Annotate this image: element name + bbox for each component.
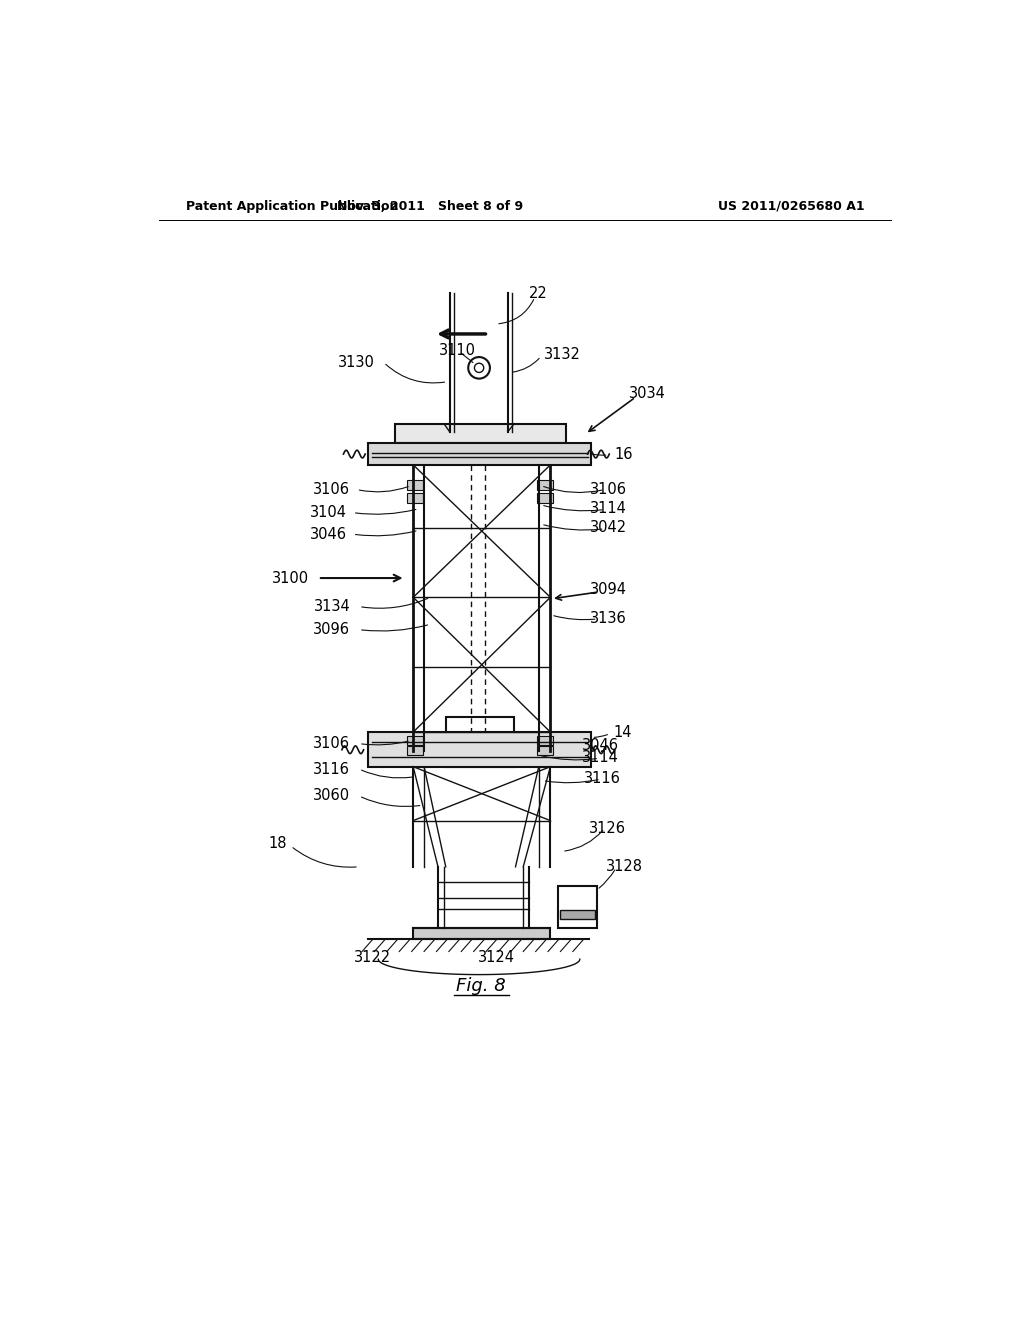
Bar — [558, 886, 597, 928]
Bar — [395, 424, 566, 444]
Text: 3046: 3046 — [583, 738, 620, 752]
Text: 3114: 3114 — [583, 750, 620, 766]
Bar — [369, 444, 592, 465]
Text: 3106: 3106 — [590, 482, 627, 498]
Text: 3124: 3124 — [477, 950, 515, 965]
Text: 16: 16 — [614, 447, 633, 462]
Bar — [445, 717, 514, 767]
Text: 3060: 3060 — [313, 788, 350, 804]
Bar — [407, 737, 423, 744]
Bar — [407, 480, 423, 490]
Bar — [414, 928, 550, 940]
Text: 3104: 3104 — [309, 506, 346, 520]
Bar — [369, 733, 592, 767]
Text: 14: 14 — [613, 725, 632, 739]
Bar — [538, 494, 553, 503]
Text: 3116: 3116 — [584, 771, 621, 785]
Text: 3106: 3106 — [313, 737, 350, 751]
Text: 3114: 3114 — [590, 502, 627, 516]
Text: Nov. 3, 2011   Sheet 8 of 9: Nov. 3, 2011 Sheet 8 of 9 — [337, 199, 523, 213]
Text: 3042: 3042 — [590, 520, 627, 536]
Text: 3100: 3100 — [272, 570, 309, 586]
Bar — [538, 737, 553, 744]
Text: 3096: 3096 — [313, 622, 350, 638]
Bar — [407, 746, 423, 755]
Text: 3034: 3034 — [629, 385, 666, 401]
Text: 3134: 3134 — [313, 599, 350, 614]
Text: 3130: 3130 — [338, 355, 375, 370]
Text: 3128: 3128 — [605, 859, 642, 874]
Text: 3094: 3094 — [590, 582, 627, 597]
Bar — [560, 909, 595, 919]
Text: Patent Application Publication: Patent Application Publication — [186, 199, 398, 213]
Bar — [407, 494, 423, 503]
Text: 3106: 3106 — [313, 482, 350, 498]
Text: 3126: 3126 — [589, 821, 626, 836]
Text: 3132: 3132 — [544, 347, 581, 362]
Text: US 2011/0265680 A1: US 2011/0265680 A1 — [718, 199, 864, 213]
Bar — [538, 746, 553, 755]
Bar — [538, 480, 553, 490]
Text: 3116: 3116 — [313, 762, 350, 776]
Text: Fig. 8: Fig. 8 — [456, 977, 506, 995]
Text: 3046: 3046 — [309, 527, 346, 541]
Text: 22: 22 — [529, 285, 548, 301]
Text: 3110: 3110 — [439, 343, 476, 359]
Text: 3122: 3122 — [353, 950, 391, 965]
Text: 18: 18 — [268, 836, 287, 851]
Text: 3136: 3136 — [590, 611, 627, 627]
